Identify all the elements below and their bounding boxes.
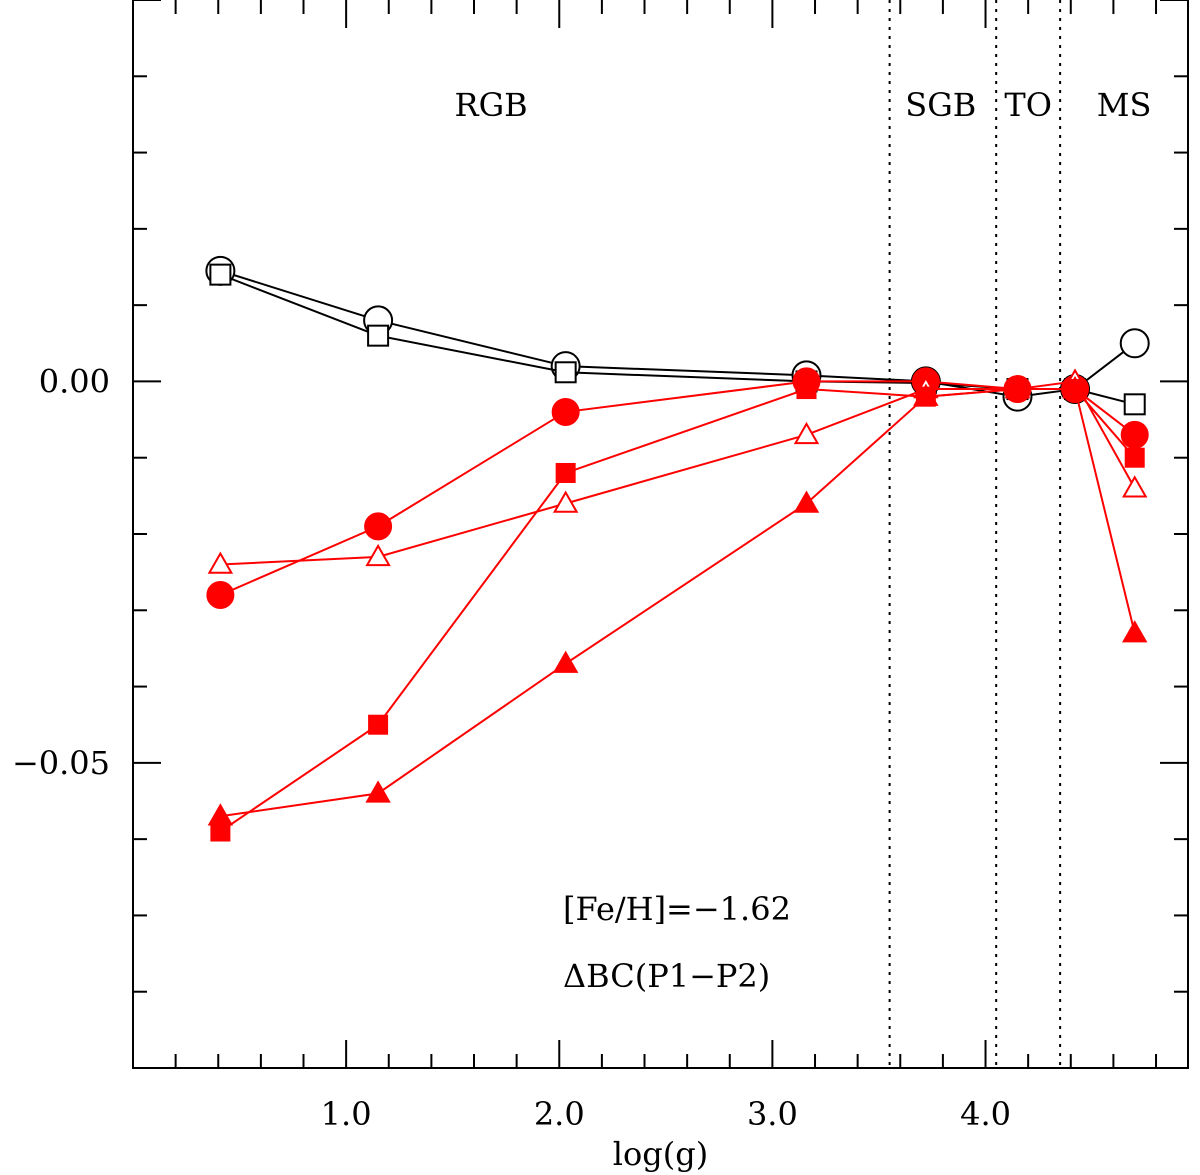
series-line-1 xyxy=(220,273,1135,406)
data-point xyxy=(1121,620,1148,643)
metallicity-annotation: [Fe/H]=−1.62 xyxy=(563,890,791,928)
x-tick-label: 3.0 xyxy=(747,1095,798,1133)
series-line-2 xyxy=(219,380,1136,596)
data-point xyxy=(552,650,579,673)
data-point xyxy=(367,324,390,347)
data-point xyxy=(555,462,576,483)
data-point xyxy=(207,551,234,574)
x-tick-label: 2.0 xyxy=(534,1095,585,1133)
ticks xyxy=(133,0,1188,1068)
series-red-filled-square xyxy=(210,379,1145,842)
data-point xyxy=(552,490,579,513)
data-point xyxy=(368,714,389,735)
series-group xyxy=(205,255,1150,842)
data-point xyxy=(1119,328,1150,359)
x-tick-label: 1.0 xyxy=(321,1095,372,1133)
data-point xyxy=(1123,393,1146,416)
region-dividers xyxy=(888,0,1062,1068)
series-line-4 xyxy=(219,388,1136,833)
region-label-sgb: SGB xyxy=(905,86,976,124)
data-point xyxy=(207,803,234,826)
data-point xyxy=(1062,376,1088,399)
data-point xyxy=(365,780,391,803)
data-point xyxy=(1120,420,1149,449)
x-axis-label: log(g) xyxy=(613,1135,708,1173)
data-point xyxy=(793,490,820,513)
x-tick-label: 4.0 xyxy=(960,1095,1011,1133)
data-point xyxy=(554,361,577,384)
data-point xyxy=(365,543,391,567)
y-tick-label: −0.05 xyxy=(12,744,110,782)
data-point xyxy=(1004,376,1031,399)
region-label-rgb: RGB xyxy=(454,86,527,124)
tick-labels: 1.0 2.0 3.0 4.0 0.00 −0.05 xyxy=(12,362,1011,1133)
data-point xyxy=(796,379,817,400)
region-label-to: TO xyxy=(1004,86,1052,124)
series-line-5 xyxy=(220,388,1136,818)
series-red-filled-triangle xyxy=(207,376,1148,826)
data-point xyxy=(1124,447,1145,468)
data-point xyxy=(793,421,820,445)
series-line-3 xyxy=(220,380,1136,566)
data-point xyxy=(206,581,235,610)
y-tick-label: 0.00 xyxy=(39,362,110,400)
region-labels: RGB SGB TO MS xyxy=(454,86,1151,124)
delta-bc-annotation: ΔBC(P1−P2) xyxy=(563,957,770,995)
data-point xyxy=(913,383,939,406)
data-point xyxy=(209,263,232,286)
region-label-ms: MS xyxy=(1097,86,1152,124)
series-line-0 xyxy=(220,269,1136,398)
data-point xyxy=(1121,475,1148,498)
data-point xyxy=(364,512,393,541)
data-point xyxy=(551,397,580,426)
